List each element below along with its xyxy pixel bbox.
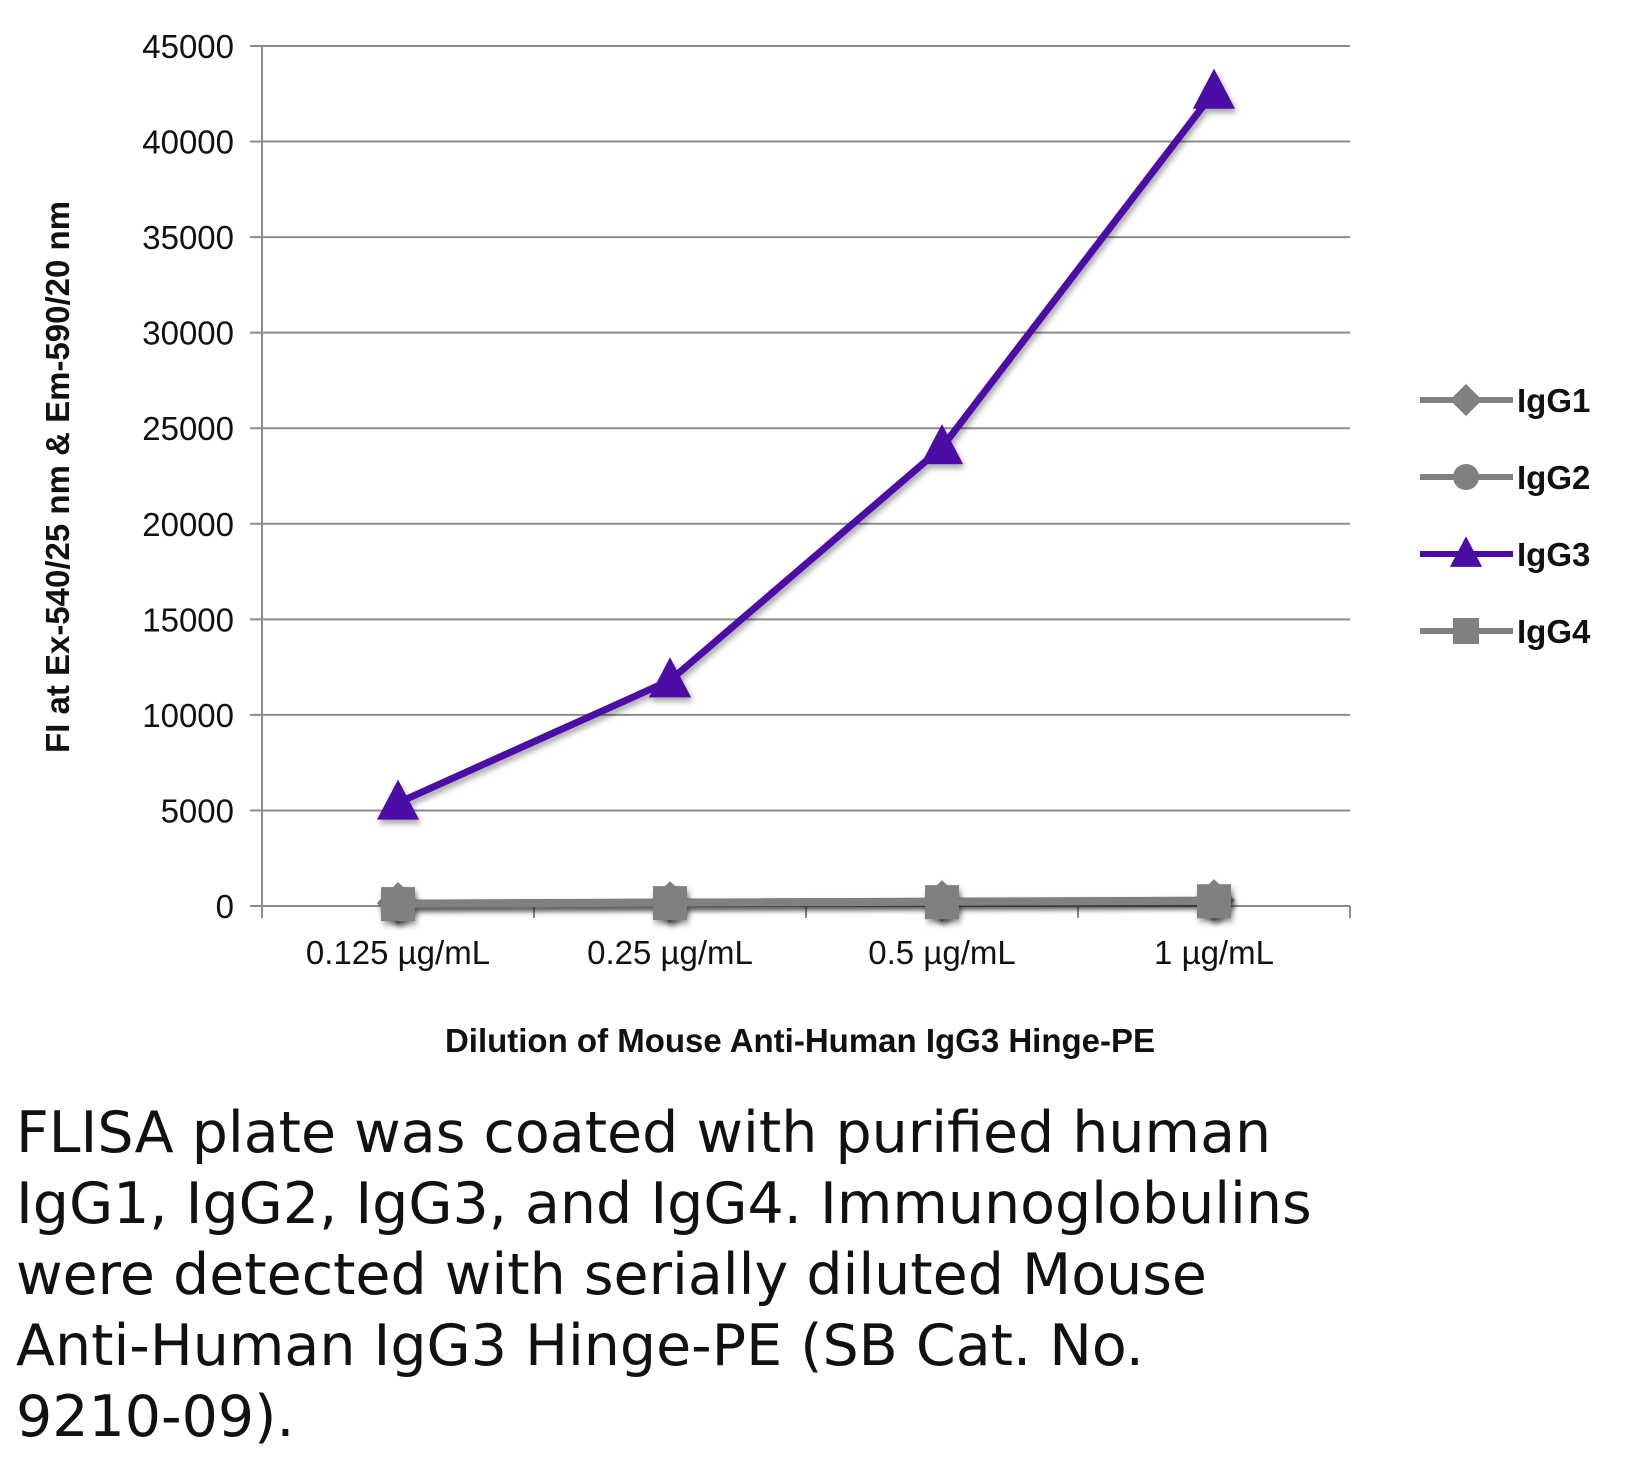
legend-label: IgG1: [1517, 382, 1590, 419]
x-tick-label: 1 µg/mL: [1154, 934, 1274, 971]
x-tick-label: 0.5 µg/mL: [868, 934, 1015, 971]
legend-item-igg4: IgG4: [1420, 613, 1591, 650]
x-axis-title: Dilution of Mouse Anti-Human IgG3 Hinge-…: [445, 1022, 1155, 1059]
legend-marker-triangle: [1449, 536, 1483, 567]
data-point-igg4: [925, 885, 959, 920]
legend-item-igg1: IgG1: [1420, 382, 1590, 419]
x-tick-label: 0.125 µg/mL: [306, 934, 490, 971]
data-point-igg3: [648, 657, 692, 698]
legend-marker-square: [1453, 618, 1479, 644]
data-point-igg4: [653, 886, 687, 921]
y-tick-label: 35000: [142, 219, 234, 256]
caption: FLISA plate was coated with purified hum…: [16, 1100, 1312, 1450]
series-igg4: [381, 884, 1231, 922]
chart: 0 5000 10000 15000 20000 25000 30000 35000 40000…: [39, 28, 1591, 1059]
legend-label: IgG4: [1517, 613, 1591, 650]
series-line-igg4: [397, 897, 1215, 908]
data-point-igg3: [1192, 68, 1236, 109]
y-tick-label: 10000: [142, 697, 234, 734]
y-tick-label: 30000: [142, 315, 234, 352]
legend-item-igg2: IgG2: [1420, 459, 1590, 496]
legend-label: IgG3: [1517, 536, 1590, 573]
legend-marker-circle: [1453, 464, 1479, 490]
legend-item-igg3: IgG3: [1420, 536, 1590, 573]
y-tick-label: 40000: [142, 124, 234, 161]
data-point-igg4: [1197, 884, 1231, 919]
series-line-igg3: [396, 89, 1217, 806]
y-tick-label: 25000: [142, 410, 234, 447]
y-tick-label: 20000: [142, 506, 234, 543]
y-axis-title: FI at Ex-540/25 nm & Em-590/20 nm: [39, 201, 76, 753]
legend-marker-diamond: [1449, 383, 1483, 417]
data-point-igg3: [376, 779, 420, 820]
y-tick-label: 45000: [142, 28, 234, 65]
series-igg3: [376, 68, 1236, 820]
y-tick-label: 5000: [161, 792, 234, 829]
data-point-igg3: [920, 424, 964, 465]
legend-label: IgG2: [1517, 459, 1590, 496]
data-point-igg4: [381, 887, 415, 922]
y-tick-label: 15000: [142, 601, 234, 638]
x-tick-label: 0.25 µg/mL: [587, 934, 753, 971]
y-tick-label: 0: [216, 888, 234, 925]
